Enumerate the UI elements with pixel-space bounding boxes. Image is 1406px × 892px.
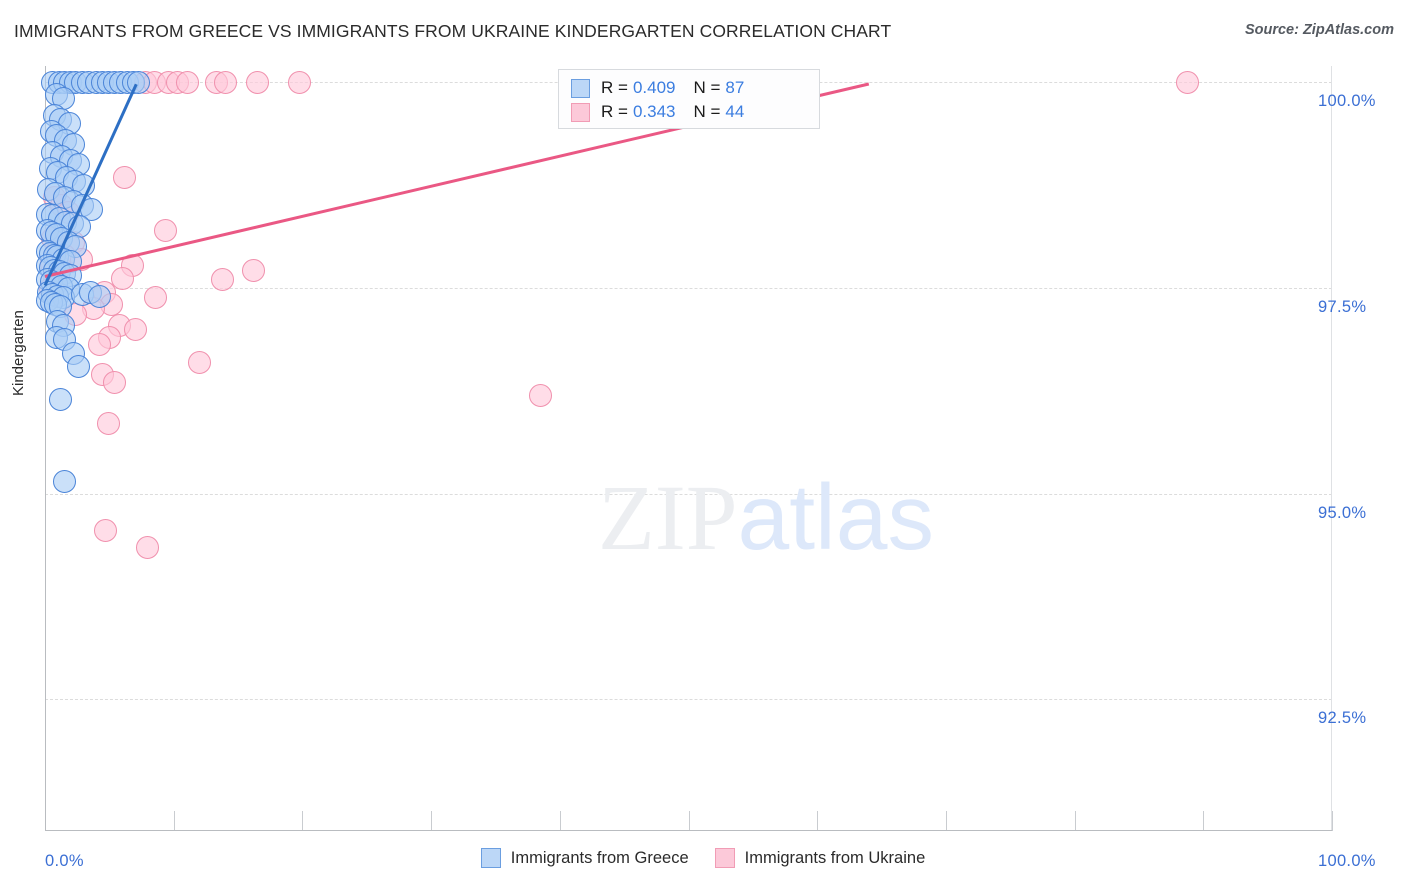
gridline-y: [45, 493, 1332, 495]
plot-area: ZIPatlas: [36, 66, 1333, 831]
scatter-point: [176, 70, 200, 94]
scatter-point: [211, 268, 235, 292]
scatter-point: [102, 371, 126, 395]
stats-n-value-greece: 87: [725, 78, 745, 97]
scatter-point: [66, 354, 90, 378]
x-axis-line: [45, 830, 1332, 831]
legend-entry-greece[interactable]: Immigrants from Greece: [480, 848, 689, 868]
scatter-point: [241, 258, 265, 282]
gridline-y: [45, 288, 1332, 290]
stats-n-label-ukraine: N =: [693, 102, 721, 121]
x-axis-min-label: 0.0%: [45, 852, 84, 870]
scatter-point: [187, 350, 211, 374]
scatter-point: [127, 70, 151, 94]
scatter-point: [93, 519, 117, 543]
correlation-stats-box: R = 0.409 N = 87 R = 0.343 N = 44: [558, 69, 820, 129]
y-axis-tick-label: 95.0%: [1318, 503, 1367, 522]
scatter-point: [96, 412, 120, 436]
x-axis-tick: [945, 811, 947, 831]
y-axis-tick-label: 97.5%: [1318, 298, 1367, 317]
x-axis-tick: [688, 811, 690, 831]
scatter-point: [136, 535, 160, 559]
source-attribution: Source: ZipAtlas.com: [1244, 22, 1394, 38]
legend-entry-ukraine[interactable]: Immigrants from Ukraine: [714, 848, 926, 868]
scatter-point: [79, 198, 103, 222]
page-title: IMMIGRANTS FROM GREECE VS IMMIGRANTS FRO…: [14, 21, 892, 41]
stats-n-value-ukraine: 44: [725, 102, 745, 121]
stats-swatch-greece: [571, 78, 590, 98]
x-axis-tick: [431, 811, 433, 831]
scatter-point: [1176, 70, 1200, 94]
scatter-point: [123, 317, 147, 341]
x-axis-tick: [559, 811, 561, 831]
plot-background: [45, 66, 1332, 831]
x-axis-tick: [173, 811, 175, 831]
stats-swatch-ukraine: [571, 102, 590, 122]
watermark-zip: ZIP: [598, 467, 738, 570]
x-axis-tick: [1074, 811, 1076, 831]
scatter-point: [52, 469, 76, 493]
gridline-y: [45, 699, 1332, 701]
x-axis-max-label: 100.0%: [1318, 852, 1376, 870]
scatter-point: [144, 286, 168, 310]
watermark-atlas: atlas: [737, 465, 934, 569]
plot-right-border: [1331, 66, 1332, 831]
stats-row-greece: R = 0.409 N = 87: [571, 76, 809, 100]
y-axis-tick-label: 100.0%: [1318, 92, 1376, 111]
x-axis-tick: [1203, 811, 1205, 831]
y-axis-tick-label: 92.5%: [1318, 709, 1367, 728]
legend-label-ukraine: Immigrants from Ukraine: [744, 848, 926, 867]
series-legend: Immigrants from Greece Immigrants from U…: [0, 848, 1406, 868]
stats-r-value-greece: 0.409: [632, 78, 676, 97]
y-axis-title: Kindergarten: [10, 310, 27, 396]
scatter-point: [528, 383, 552, 407]
scatter-point: [48, 387, 72, 411]
stats-r-label-ukraine: R =: [601, 102, 628, 121]
scatter-point: [87, 332, 111, 356]
scatter-point: [213, 70, 237, 94]
scatter-point: [154, 219, 178, 243]
x-axis-tick: [1332, 811, 1333, 831]
legend-swatch-greece: [480, 848, 501, 868]
y-axis-line: [45, 66, 46, 831]
zipatlas-watermark: ZIPatlas: [598, 471, 934, 566]
stats-r-label-greece: R =: [601, 78, 628, 97]
legend-label-greece: Immigrants from Greece: [510, 848, 689, 867]
scatter-point: [113, 165, 137, 189]
legend-swatch-ukraine: [714, 848, 735, 868]
stats-r-value-ukraine: 0.343: [632, 102, 676, 121]
x-axis-tick: [817, 811, 819, 831]
scatter-point: [110, 266, 134, 290]
scatter-point: [288, 70, 312, 94]
scatter-point: [87, 284, 111, 308]
stats-row-ukraine: R = 0.343 N = 44: [571, 100, 809, 124]
x-axis-tick: [302, 811, 304, 831]
scatter-point: [245, 70, 269, 94]
stats-n-label-greece: N =: [693, 78, 721, 97]
